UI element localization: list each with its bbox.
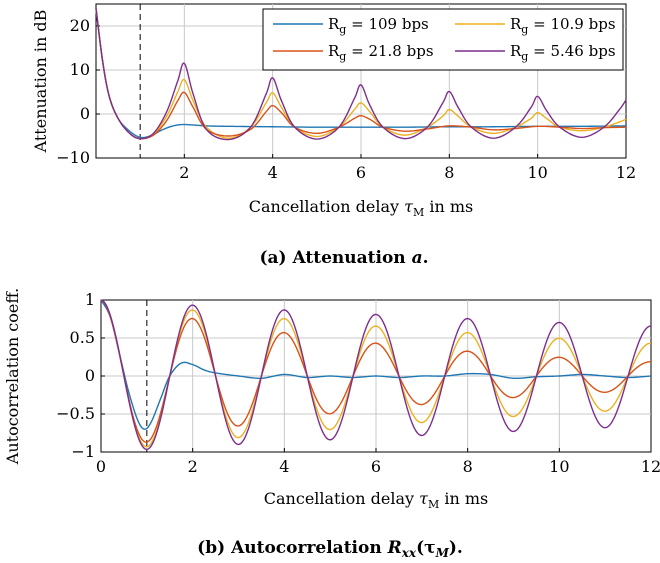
- ticks-b: 0 2 4 6 8 10 12 −1 −0.5 0 0.5 1: [56, 290, 660, 476]
- autocorrelation-panel: 0 2 4 6 8 10 12 −1 −0.5 0 0.5 1 Autocorrelation coe…: [3, 288, 660, 560]
- attenuation-panel: 2 4 6 8 10 12 −10 0 10 20 Attenuation in dB Cance…: [31, 3, 636, 268]
- y-tick-label: 0: [80, 104, 90, 123]
- x-tick-label: 12: [616, 163, 636, 182]
- series-lines-a: [95, 8, 627, 141]
- ticks-a: 2 4 6 8 10 12 −10 0 10 20: [56, 16, 636, 182]
- ylabel-b: Autocorrelation coeff.: [3, 288, 22, 465]
- x-tick-label: 4: [268, 163, 278, 182]
- xlabel-b: Cancellation delay τM in ms: [264, 489, 488, 511]
- y-tick-label: −1: [71, 442, 95, 461]
- legend-box: [262, 8, 624, 71]
- xlabel-a: Cancellation delay τM in ms: [249, 197, 473, 219]
- legend: Rg = 109 bps Rg = 10.9 bps Rg = 21.8 bps Rg…: [262, 8, 624, 71]
- x-tick-label: 6: [356, 163, 366, 182]
- caption-a: (a) Attenuation a.: [259, 248, 428, 268]
- x-tick-label: 2: [188, 457, 198, 476]
- ylabel-a: Attenuation in dB: [31, 10, 50, 154]
- x-tick-label: 10: [527, 163, 547, 182]
- series-line-3: [100, 299, 651, 443]
- y-tick-label: 10: [70, 60, 90, 79]
- y-tick-label: −10: [56, 148, 90, 167]
- x-tick-label: 2: [179, 163, 189, 182]
- legend-label-1: Rg = 109 bps: [328, 15, 429, 36]
- legend-label-2: Rg = 10.9 bps: [510, 15, 616, 36]
- x-tick-label: 8: [444, 163, 454, 182]
- series-line-2: [95, 8, 627, 140]
- series-line-4: [100, 299, 652, 451]
- x-tick-label: 6: [371, 457, 381, 476]
- y-tick-label: 0.5: [70, 328, 95, 347]
- y-tick-label: 20: [70, 16, 90, 35]
- series-line-2: [100, 299, 652, 448]
- x-tick-label: 0: [96, 457, 106, 476]
- legend-label-4: Rg = 5.46 bps: [510, 42, 616, 63]
- x-tick-label: 10: [549, 457, 569, 476]
- y-tick-label: −0.5: [56, 404, 95, 423]
- legend-label-3: Rg = 21.8 bps: [328, 42, 434, 63]
- y-tick-label: 0: [85, 366, 95, 385]
- series-lines-b: [100, 299, 652, 451]
- x-tick-label: 4: [279, 457, 289, 476]
- x-tick-label: 8: [463, 457, 473, 476]
- x-tick-label: 12: [641, 457, 660, 476]
- series-line-4: [95, 8, 627, 141]
- y-tick-label: 1: [85, 290, 95, 309]
- series-line-1: [100, 299, 652, 430]
- caption-b: (b) Autocorrelation Rxx(τM).: [197, 538, 463, 560]
